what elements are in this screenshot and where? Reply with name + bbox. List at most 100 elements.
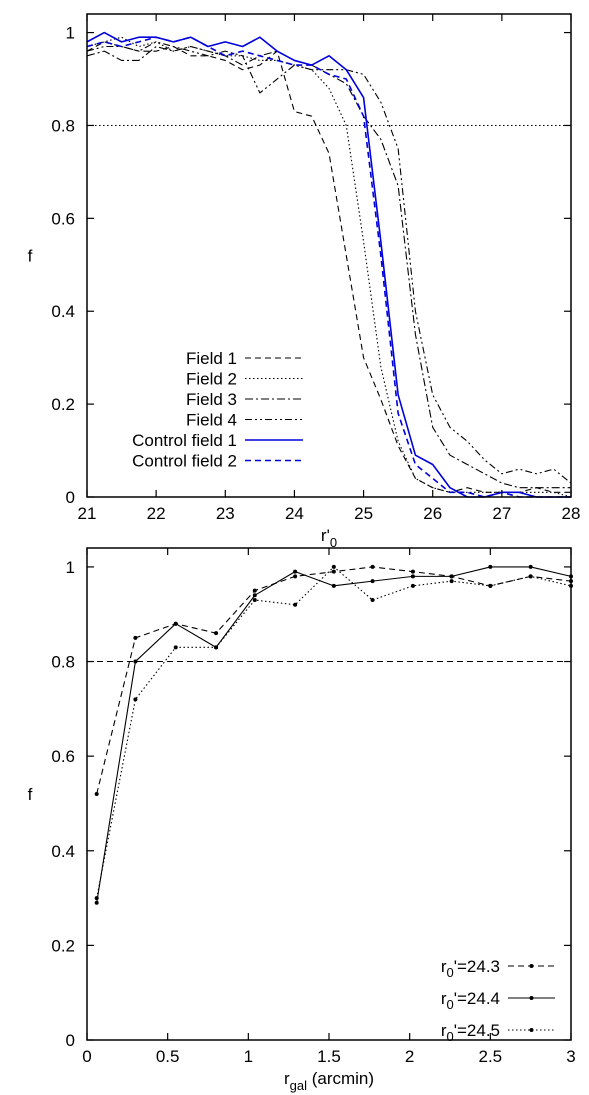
data-point xyxy=(331,569,336,574)
x-axis-label: r'0 xyxy=(321,526,337,550)
data-point xyxy=(133,659,138,664)
data-point xyxy=(370,564,375,569)
data-point xyxy=(252,588,257,593)
y-tick-label: 0.2 xyxy=(51,936,75,955)
y-tick-label: 0.2 xyxy=(51,395,75,414)
x-axis-label-suffix: (arcmin) xyxy=(307,1069,374,1088)
x-axis-label-main: r' xyxy=(321,526,330,545)
legend-label-sub: 0 xyxy=(447,965,454,980)
data-point xyxy=(94,896,99,901)
series-line-4 xyxy=(86,41,572,484)
y-tick-label: 0.8 xyxy=(51,116,75,135)
y-axis-label: f xyxy=(28,247,33,266)
series-line-1 xyxy=(86,41,571,493)
series-line-6 xyxy=(86,36,571,498)
data-point xyxy=(370,598,375,603)
legend-label-rest: '=24.4 xyxy=(454,989,500,1008)
x-tick-label: 25 xyxy=(354,504,373,523)
x-tick-label: 1.5 xyxy=(317,1047,341,1066)
legend-marker xyxy=(529,1028,534,1032)
data-point xyxy=(173,645,178,650)
legend-label-rest: '=24.5 xyxy=(454,1021,500,1040)
x-axis-label-sub: gal xyxy=(290,1078,307,1093)
data-point xyxy=(410,583,415,588)
y-tick-label: 0.8 xyxy=(51,653,75,672)
data-point xyxy=(214,631,219,636)
legend-label-4: Field 4 xyxy=(186,411,237,430)
x-tick-label: 0 xyxy=(82,1047,91,1066)
legend-label-rest: '=24.3 xyxy=(454,957,500,976)
legend-marker xyxy=(529,996,534,1000)
legend-label-main: r xyxy=(441,989,447,1008)
y-tick-label: 1 xyxy=(66,24,75,43)
data-point xyxy=(252,598,257,603)
x-axis-label-main: r xyxy=(284,1069,290,1088)
x-tick-label: 23 xyxy=(216,504,235,523)
y-tick-label: 0.6 xyxy=(51,209,75,228)
x-tick-label: 27 xyxy=(492,504,511,523)
y-tick-label: 0 xyxy=(66,488,75,507)
data-point xyxy=(293,569,298,574)
x-tick-label: 22 xyxy=(147,504,166,523)
data-point xyxy=(528,574,533,579)
series-line-2 xyxy=(96,566,572,903)
x-tick-label: 24 xyxy=(285,504,304,523)
legend-label-sub: 0 xyxy=(447,997,454,1012)
legend-label-3: Field 3 xyxy=(186,390,237,409)
y-tick-label: 1 xyxy=(66,558,75,577)
legend-label-main: r xyxy=(441,957,447,976)
data-point xyxy=(133,697,138,702)
legend-label-2: Field 2 xyxy=(186,370,237,389)
y-tick-label: 0.4 xyxy=(51,302,75,321)
data-point xyxy=(410,574,415,579)
legend-label-sub: 0 xyxy=(447,1029,454,1044)
x-axis-label-sub: 0 xyxy=(330,535,337,550)
y-tick-label: 0.4 xyxy=(51,842,75,861)
series-line-3 xyxy=(96,566,572,899)
series-line-5 xyxy=(86,31,571,498)
x-axis-label: rgal (arcmin) xyxy=(284,1069,374,1093)
y-axis-label: f xyxy=(28,785,33,804)
x-tick-label: 0.5 xyxy=(156,1047,180,1066)
series-line-3 xyxy=(86,45,571,489)
y-tick-label: 0 xyxy=(66,1031,75,1050)
data-point xyxy=(252,593,257,598)
data-point xyxy=(94,900,99,905)
data-point xyxy=(370,579,375,584)
x-tick-label: 28 xyxy=(562,504,581,523)
data-point xyxy=(449,579,454,584)
legend-label-6: Control field 2 xyxy=(132,452,237,471)
legend-marker xyxy=(529,964,534,968)
x-tick-label: 1 xyxy=(244,1047,253,1066)
x-tick-label: 21 xyxy=(78,504,97,523)
data-point xyxy=(488,564,493,569)
data-point xyxy=(449,574,454,579)
data-point xyxy=(94,792,99,796)
series-line-1 xyxy=(96,566,572,795)
x-tick-label: 2 xyxy=(405,1047,414,1066)
legend-label-1: r0'=24.3 xyxy=(441,957,500,980)
completeness-vs-magnitude-chart: 21 22 23 24 25 26 27 2800.20.40.60.81fr'0Field … xyxy=(28,13,581,550)
x-tick-label: 3 xyxy=(566,1047,575,1066)
data-point xyxy=(173,621,178,626)
legend-label-1: Field 1 xyxy=(186,349,237,368)
legend-label-5: Control field 1 xyxy=(132,431,237,450)
legend-label-main: r xyxy=(441,1021,447,1040)
x-tick-label: 26 xyxy=(423,504,442,523)
plot-frame xyxy=(86,13,572,498)
data-point xyxy=(293,574,298,579)
data-point xyxy=(214,645,219,650)
data-point xyxy=(293,602,298,607)
data-point xyxy=(331,564,336,569)
data-point xyxy=(133,635,138,640)
legend-label-3: r0'=24.5 xyxy=(441,1021,500,1044)
y-tick-label: 0.6 xyxy=(51,747,75,766)
x-tick-label: 2.5 xyxy=(479,1047,503,1066)
data-point xyxy=(410,569,415,574)
data-point xyxy=(331,583,336,588)
data-point xyxy=(488,583,493,588)
data-point xyxy=(528,564,533,569)
series-line-2 xyxy=(86,36,572,498)
